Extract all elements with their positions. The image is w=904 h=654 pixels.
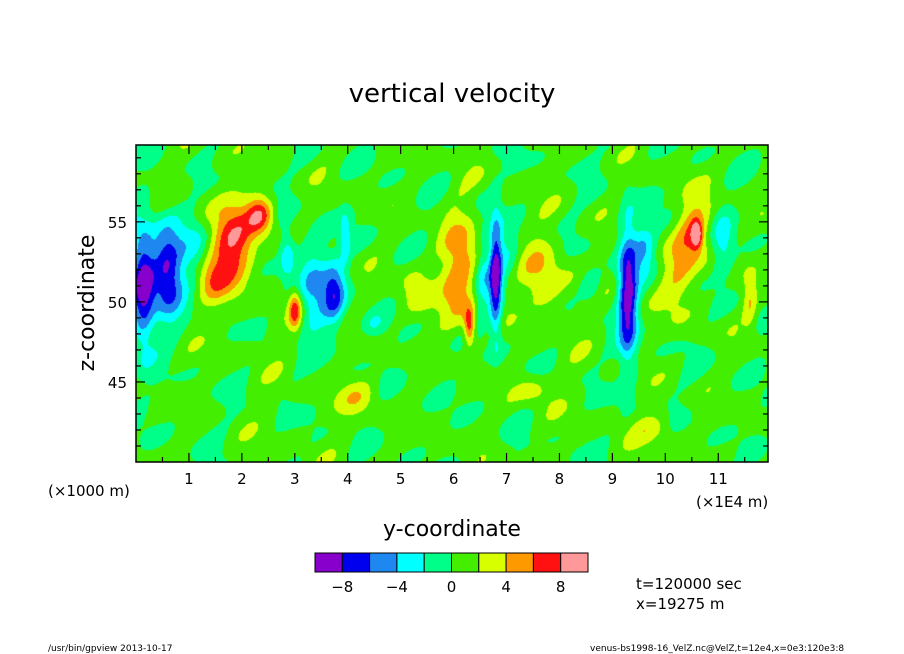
x-axis-label: y-coordinate [383,517,521,542]
colorbar-swatch [560,552,589,573]
colorbar-tick-label: −8 [331,578,353,596]
x-tick-label: 3 [290,470,300,488]
x-tick-label: 11 [709,470,728,488]
colorbar-tick-label: 0 [447,578,457,596]
y-axis-label: z-coordinate [75,235,100,372]
x-tick-label: 5 [396,470,406,488]
x-axis-ticks: 1 2 3 4 5 6 7 8 9 10 11 [161,145,746,488]
colorbar-swatch [532,552,562,573]
x-tick-label: 4 [343,470,353,488]
colorbar-swatch [478,552,507,573]
colorbar-swatch [369,552,398,573]
velocity-field [136,145,768,462]
x-tick-label: 1 [184,470,194,488]
y-axis-ticks: 45 50 55 [108,157,768,447]
time-label: t=120000 sec [636,575,742,593]
y-tick-label: 55 [108,214,127,232]
x-tick-label: 8 [555,470,565,488]
x-tick-label: 7 [502,470,512,488]
footer-left: /usr/bin/gpview 2013-10-17 [48,644,172,654]
colorbar: −8 −4 0 4 8 [314,552,589,596]
colorbar-swatch [314,552,343,573]
colorbar-swatch [423,552,453,573]
colorbar-swatch [505,552,534,573]
x-tick-label: 9 [608,470,618,488]
y-tick-label: 50 [108,294,127,312]
chart-title: vertical velocity [349,79,556,109]
colorbar-tick-label: −4 [386,578,408,596]
colorbar-swatch [341,552,371,573]
x-unit-left: (×1000 m) [48,482,130,500]
colorbar-swatch [396,552,425,573]
colorbar-swatch [451,552,480,573]
x-tick-label: 2 [237,470,247,488]
colorbar-tick-label: 4 [501,578,511,596]
position-label: x=19275 m [636,595,725,613]
plot-frame [135,144,769,463]
x-tick-label: 10 [656,470,675,488]
y-tick-label: 45 [108,374,127,392]
colorbar-tick-label: 8 [556,578,566,596]
footer-right: venus-bs1998-16_VelZ.nc@VelZ,t=12e4,x=0e… [590,644,844,654]
x-unit-right: (×1E4 m) [696,493,768,511]
x-tick-label: 6 [449,470,459,488]
